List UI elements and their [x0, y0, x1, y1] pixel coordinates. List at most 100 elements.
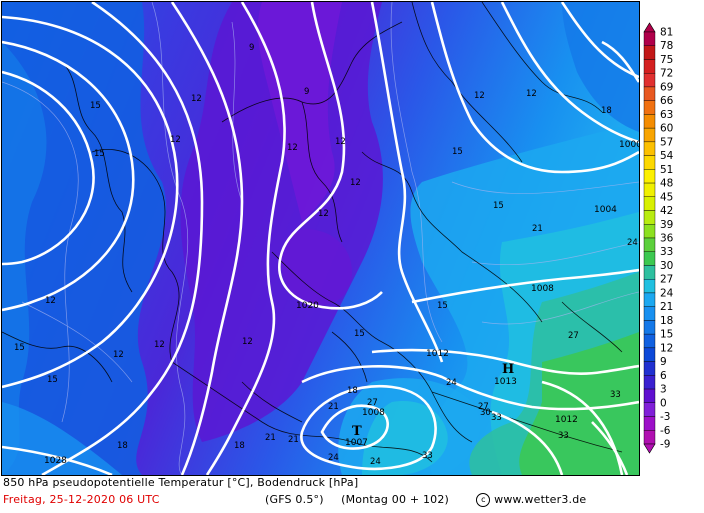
isobar-label: 1004: [594, 205, 617, 215]
map-canvas: H 1013 T 1007 1028 1020 1012 1008 1008 1…: [2, 2, 639, 475]
weather-map: H 1013 T 1007 1028 1020 1012 1008 1008 1…: [1, 1, 640, 476]
theta-label: 24: [328, 453, 339, 463]
theta-label: 30: [480, 408, 491, 418]
legend-label: 15: [660, 329, 673, 341]
isobar-label: 1028: [44, 456, 67, 466]
theta-label: 15: [94, 149, 105, 159]
legend-swatch: [643, 375, 656, 390]
green-core: [519, 332, 639, 475]
forecast-date: Freitag, 25-12-2020 06 UTC: [3, 493, 160, 506]
theta-label: 27: [367, 398, 378, 408]
legend-label: 78: [660, 40, 673, 52]
legend-label: 0: [660, 397, 667, 409]
legend-swatch: [643, 141, 656, 156]
legend-swatch: [643, 333, 656, 349]
legend-label: 30: [660, 260, 673, 272]
legend-swatch: [643, 388, 656, 404]
legend-swatch: [643, 347, 656, 362]
legend-swatch: [643, 224, 656, 239]
legend-label: 48: [660, 178, 673, 190]
theta-label: 15: [47, 375, 58, 385]
legend-label: 51: [660, 164, 673, 176]
legend-swatch: [643, 59, 656, 74]
legend-swatch: [643, 114, 656, 129]
legend-label: 72: [660, 68, 673, 80]
legend-swatch: [643, 31, 656, 46]
legend-label: 39: [660, 219, 673, 231]
theta-label: 18: [117, 441, 128, 451]
legend-label: 42: [660, 205, 673, 217]
purple-tongue: [180, 2, 383, 442]
theta-label: 24: [446, 378, 457, 388]
legend-label: 54: [660, 150, 674, 162]
theta-label: 12: [154, 340, 165, 350]
theta-labels: 9 9 12 12 12 12 12 12 12 12 12 12 12 12 …: [14, 43, 638, 467]
legend-label: 66: [660, 95, 674, 107]
theta-label: 18: [347, 386, 358, 396]
legend-swatch: [643, 237, 656, 252]
legend-swatch: [643, 416, 656, 431]
legend-label: 18: [660, 315, 673, 327]
theta-label: 12: [242, 337, 253, 347]
legend-swatch: [643, 292, 656, 307]
theta-label: 12: [287, 143, 298, 153]
theta-label: 12: [170, 135, 181, 145]
theta-contours: [2, 2, 639, 475]
chart-caption: 850 hPa pseudopotentielle Temperatur [°C…: [3, 476, 359, 489]
theta-label: 12: [350, 178, 361, 188]
legend-swatch: [643, 279, 656, 294]
theta-label: 33: [558, 431, 569, 441]
chart-subcaption: Freitag, 25-12-2020 06 UTC (GFS 0.5°) (M…: [3, 493, 586, 507]
purple-blob: [281, 229, 352, 306]
theta-label: 24: [627, 238, 638, 248]
theta-label: 21: [532, 224, 543, 234]
isobar-label: 1012: [555, 415, 578, 425]
legend-label: 9: [660, 356, 667, 368]
legend-label: 69: [660, 81, 673, 93]
legend-swatch: [643, 169, 656, 184]
theta-label: 21: [288, 435, 299, 445]
isobars: [2, 2, 639, 475]
theta-label: 33: [422, 451, 433, 461]
legend-label: 33: [660, 246, 673, 258]
legend-swatch: [643, 320, 656, 335]
theta-label: 15: [90, 101, 101, 111]
theta-label: 27: [568, 331, 579, 341]
theta-label: 12: [318, 209, 329, 219]
isobar-label: 1008: [362, 408, 385, 418]
legend-swatch: [643, 430, 656, 445]
theta-label: 12: [191, 94, 202, 104]
theta-label: 21: [328, 402, 339, 412]
high-pressure-value: 1013: [494, 377, 517, 387]
legend-label: 75: [660, 54, 673, 66]
theta-label: 15: [452, 147, 463, 157]
legend-label: 12: [660, 342, 673, 354]
theta-label: 9: [249, 43, 254, 53]
low-pressure-marker: T: [352, 424, 362, 439]
legend-label: 60: [660, 123, 673, 135]
theta-label: 12: [335, 137, 346, 147]
theta-label: 15: [493, 201, 504, 211]
legend-label: 27: [660, 274, 673, 286]
copyright-icon: c: [476, 493, 491, 507]
legend-swatch: [643, 306, 656, 321]
theta-label: 12: [113, 350, 124, 360]
low-pressure-value: 1007: [345, 438, 368, 448]
theta-label: 15: [354, 329, 365, 339]
legend-swatch: [643, 265, 656, 280]
isobar-labels: 1028 1020 1012 1008 1008 1004 1000 1012: [44, 140, 639, 466]
legend-swatch: [643, 45, 656, 60]
theta-label: 12: [474, 91, 485, 101]
legend-arrow-up: [643, 22, 656, 33]
color-legend: 81 78 75 72 69 66 63 60 57 54 51 48 45 42 39 36 33 30 27 24…: [641, 22, 704, 462]
southwest-field: [2, 402, 122, 475]
isobar-label: 1020: [296, 301, 319, 311]
isobar-label: 1008: [531, 284, 554, 294]
legend-label: 81: [660, 27, 673, 39]
high-pressure-marker: H: [502, 362, 514, 377]
legend-label: 21: [660, 301, 673, 313]
northeast-field: [562, 2, 639, 132]
legend-label: 45: [660, 191, 673, 203]
legend-label: -3: [660, 411, 670, 423]
